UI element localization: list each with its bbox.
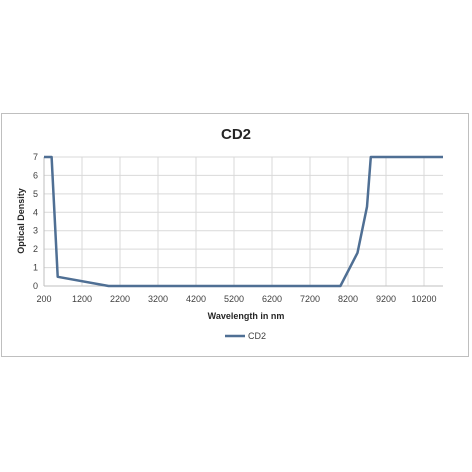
legend-label: CD2 [248, 331, 266, 341]
x-tick-label: 200 [36, 294, 51, 304]
x-axis-label: Wavelength in nm [208, 311, 285, 321]
x-tick-label: 4200 [186, 294, 206, 304]
axes [43, 157, 443, 287]
y-tick-label: 0 [33, 281, 38, 291]
x-tick-label: 9200 [376, 294, 396, 304]
y-tick-label: 6 [33, 170, 38, 180]
x-tick-label: 5200 [224, 294, 244, 304]
x-tick-labels: 200 1200 2200 3200 4200 5200 6200 7200 8200 9200 1… [36, 294, 436, 304]
x-tick-label: 7200 [300, 294, 320, 304]
y-tick-labels: 0 1 2 3 4 5 6 7 [33, 152, 38, 291]
x-tick-label: 2200 [110, 294, 130, 304]
chart-frame [1, 113, 469, 357]
x-tick-label: 10200 [411, 294, 436, 304]
y-tick-label: 1 [33, 263, 38, 273]
x-tick-label: 6200 [262, 294, 282, 304]
chart-title: CD2 [221, 126, 251, 143]
grid [43, 156, 443, 287]
x-tick-label: 8200 [338, 294, 358, 304]
y-tick-label: 7 [33, 152, 38, 162]
x-tick-label: 3200 [148, 294, 168, 304]
series [44, 155, 443, 288]
legend: CD2 [225, 331, 266, 341]
series-line-cd2 [44, 155, 443, 288]
y-tick-label: 5 [33, 189, 38, 199]
y-axis-label: Optical Density [16, 188, 26, 254]
y-tick-label: 4 [33, 207, 38, 217]
x-tick-label: 1200 [72, 294, 92, 304]
y-tick-label: 2 [33, 244, 38, 254]
y-tick-label: 3 [33, 226, 38, 236]
